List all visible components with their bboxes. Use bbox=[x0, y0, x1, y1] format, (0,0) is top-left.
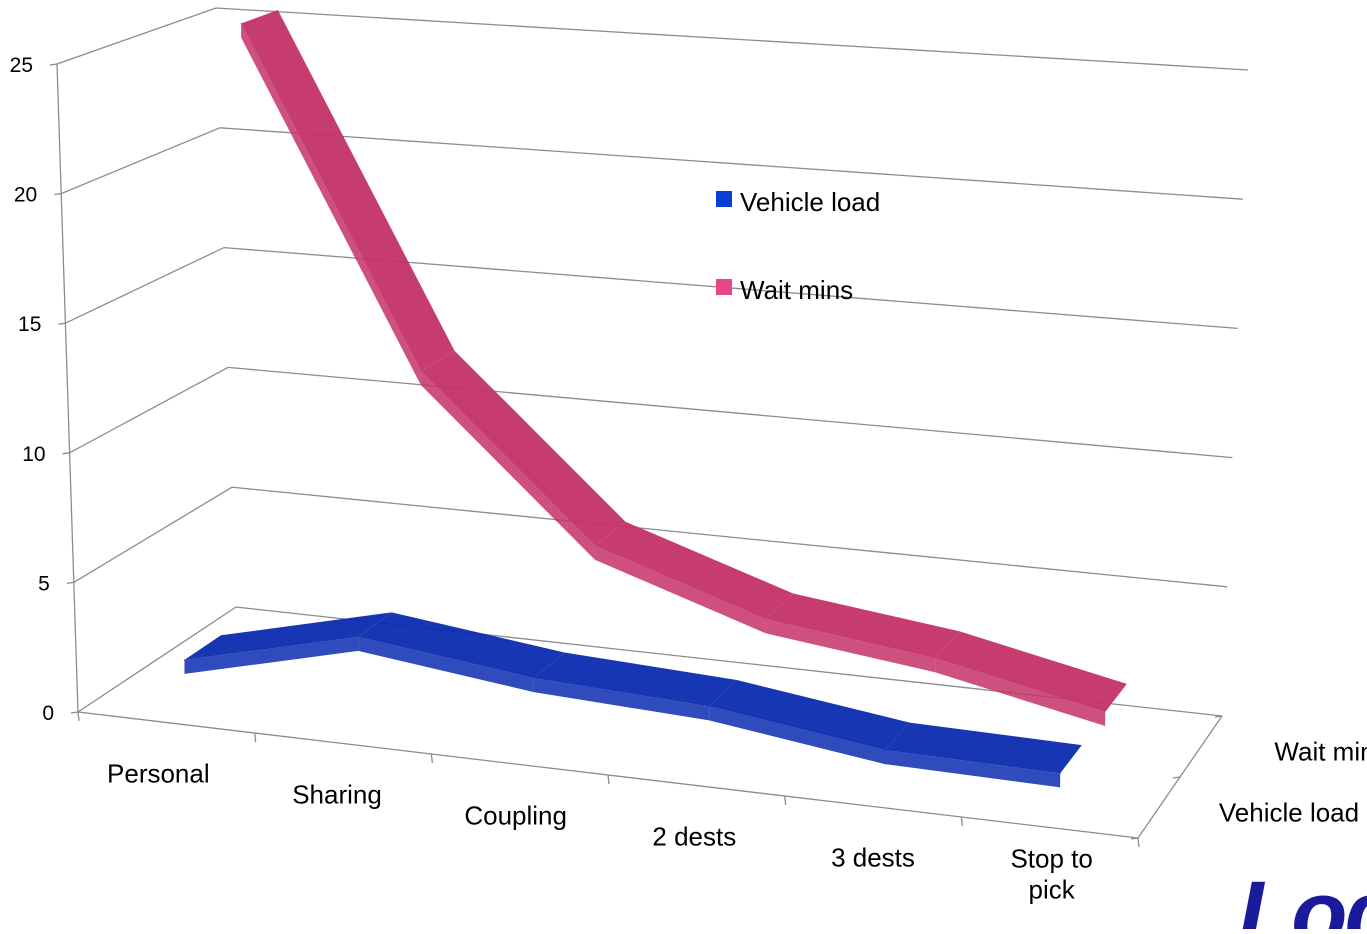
depth-tick-label: Wait mins bbox=[1274, 737, 1367, 767]
x-tick-label: Sharing bbox=[292, 780, 382, 810]
axes bbox=[49, 63, 1223, 848]
data-point bbox=[533, 677, 535, 679]
y-tick-mark bbox=[66, 581, 74, 585]
y-tick-label: 15 bbox=[18, 313, 41, 336]
gridline bbox=[56, 7, 1249, 71]
legend-swatch bbox=[716, 279, 732, 295]
series-segment-top bbox=[594, 521, 794, 620]
series-segment-top bbox=[533, 652, 737, 707]
data-point bbox=[240, 23, 242, 25]
depth-tick-mark bbox=[1130, 837, 1139, 840]
y-tick-mark bbox=[49, 63, 58, 66]
gridline bbox=[69, 366, 1233, 459]
y-tick-label: 0 bbox=[42, 702, 54, 725]
x-tick-mark bbox=[607, 774, 610, 785]
series bbox=[183, 10, 1127, 788]
series-segment-top bbox=[709, 679, 910, 751]
y-tick-label: 10 bbox=[22, 443, 45, 466]
y-tick-mark bbox=[70, 711, 79, 714]
series-segment-top bbox=[184, 612, 392, 660]
x-tick-label: 3 dests bbox=[831, 843, 915, 873]
x-tick-mark bbox=[254, 732, 257, 743]
series-segment-top bbox=[935, 631, 1127, 713]
legend-label: Wait mins bbox=[740, 275, 853, 305]
data-point bbox=[183, 659, 185, 661]
x-tick-label: 2 dests bbox=[652, 822, 736, 852]
y-tick-mark bbox=[54, 192, 62, 196]
logo: Log bbox=[1238, 868, 1367, 929]
gridlines bbox=[56, 7, 1249, 717]
series-segment-side bbox=[935, 658, 1106, 727]
y-axis-line bbox=[56, 63, 79, 713]
y-tick-mark bbox=[58, 322, 66, 325]
series-segment-side bbox=[709, 706, 885, 765]
data-point bbox=[708, 705, 710, 707]
data-point bbox=[765, 618, 767, 620]
legend: Vehicle load Wait mins bbox=[716, 187, 880, 305]
y-tick-label: 20 bbox=[14, 184, 37, 207]
depth-tick-mark bbox=[1214, 715, 1223, 718]
data-point bbox=[934, 657, 936, 659]
series-segment-side bbox=[184, 636, 359, 674]
y-tick-label: 25 bbox=[10, 54, 33, 77]
gridline bbox=[77, 606, 1223, 717]
x-tick-mark bbox=[1137, 837, 1140, 848]
x-tick-label: Stop to pick bbox=[1010, 844, 1092, 905]
data-point bbox=[594, 545, 596, 547]
series-segment-top bbox=[884, 722, 1082, 774]
x-tick-mark bbox=[430, 753, 433, 764]
data-point bbox=[1104, 711, 1106, 713]
data-point bbox=[357, 636, 359, 638]
depth-tick-mark bbox=[1172, 776, 1181, 779]
series-segment-top bbox=[358, 612, 565, 679]
series-segment-side bbox=[358, 636, 534, 693]
series-segment-top bbox=[420, 350, 626, 546]
data-point bbox=[1059, 772, 1061, 774]
x-tick-mark bbox=[784, 795, 787, 806]
data-point bbox=[884, 749, 886, 751]
series-segment-side bbox=[241, 23, 421, 386]
x-tick-label: Personal bbox=[107, 759, 210, 789]
series-segment-top bbox=[241, 10, 455, 372]
x-tick-mark bbox=[77, 711, 80, 722]
series-segment-side bbox=[765, 619, 936, 673]
gridline bbox=[73, 486, 1228, 588]
y-tick-mark bbox=[62, 452, 70, 455]
series-segment-side bbox=[533, 678, 710, 721]
legend-label: Vehicle load bbox=[740, 187, 880, 217]
x-tick-mark bbox=[960, 816, 963, 827]
depth-tick-label: Vehicle load bbox=[1219, 798, 1359, 828]
x-tick-label: Coupling bbox=[464, 801, 567, 831]
series-segment-side bbox=[884, 750, 1061, 788]
gridline bbox=[60, 127, 1243, 200]
y-tick-label: 5 bbox=[38, 572, 50, 595]
legend-swatch bbox=[716, 191, 732, 207]
series-segment-side bbox=[594, 545, 766, 634]
data-point bbox=[420, 370, 422, 372]
tick-labels: 0 5 10 15 20 25 Personal Sharing Coupling 2 dests… bbox=[10, 54, 1367, 905]
series-segment-side bbox=[420, 371, 595, 560]
gridline bbox=[65, 246, 1238, 330]
series-segment-top bbox=[765, 593, 960, 659]
